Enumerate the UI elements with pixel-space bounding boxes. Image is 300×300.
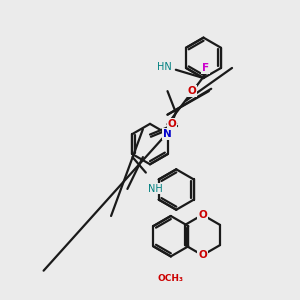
Text: O: O (198, 250, 207, 260)
Text: OCH₃: OCH₃ (158, 274, 184, 284)
Text: F: F (202, 63, 209, 73)
Text: O: O (188, 86, 196, 96)
Text: HN: HN (157, 62, 172, 72)
Text: N: N (163, 129, 172, 139)
Text: O: O (168, 119, 176, 129)
Text: O: O (198, 210, 207, 220)
Text: NH: NH (148, 184, 163, 194)
